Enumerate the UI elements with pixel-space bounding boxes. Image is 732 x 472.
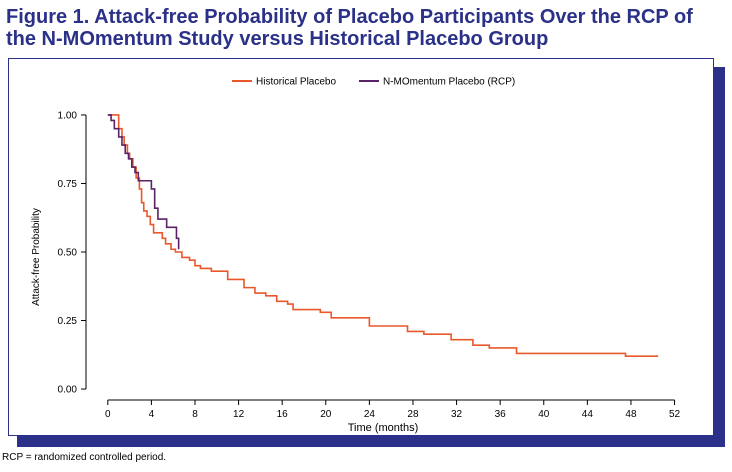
x-tick-label: 8	[192, 409, 198, 420]
legend-label: Historical Placebo	[256, 77, 336, 88]
y-tick-label: 0.25	[58, 316, 78, 327]
km-chart: Historical Placebo N-MOmentum Placebo (RC…	[31, 77, 681, 435]
x-tick-label: 28	[407, 409, 419, 420]
rcp-placebo-curve	[107, 114, 180, 250]
y-tick-label: 0.50	[58, 248, 78, 259]
historical-placebo-curve	[107, 114, 659, 357]
x-tick-label: 48	[625, 409, 637, 420]
x-tick-label: 44	[582, 409, 594, 420]
x-axis-label: Time (months)	[348, 422, 419, 434]
chart-legend: Historical Placebo N-MOmentum Placebo (RC…	[232, 77, 515, 88]
y-tick-label: 0.00	[58, 385, 78, 396]
x-tick-label: 40	[538, 409, 550, 420]
chart-panel: Historical Placebo N-MOmentum Placebo (RC…	[8, 58, 714, 436]
x-tick-label: 52	[669, 409, 681, 420]
x-tick-label: 36	[495, 409, 507, 420]
y-axis-label: Attack-free Probability	[31, 208, 42, 306]
x-tick-label: 32	[451, 409, 463, 420]
x-tick-label: 24	[364, 409, 376, 420]
figure-title: Figure 1. Attack-free Probability of Pla…	[6, 6, 693, 50]
y-tick-label: 1.00	[58, 110, 78, 121]
legend-label: N-MOmentum Placebo (RCP)	[383, 77, 515, 88]
x-tick-label: 16	[277, 409, 289, 420]
x-tick-label: 4	[149, 409, 155, 420]
x-tick-label: 0	[105, 409, 111, 420]
chart-plot-area	[107, 114, 659, 357]
figure-footnote: RCP = randomized controlled period.	[2, 452, 167, 463]
chart-axes: 0.000.250.500.751.000 4 8 12 16 20 24 28 32 36 40 4…	[58, 110, 681, 420]
x-tick-label: 12	[233, 409, 245, 420]
y-tick-label: 0.75	[58, 179, 78, 190]
x-tick-label: 20	[320, 409, 332, 420]
